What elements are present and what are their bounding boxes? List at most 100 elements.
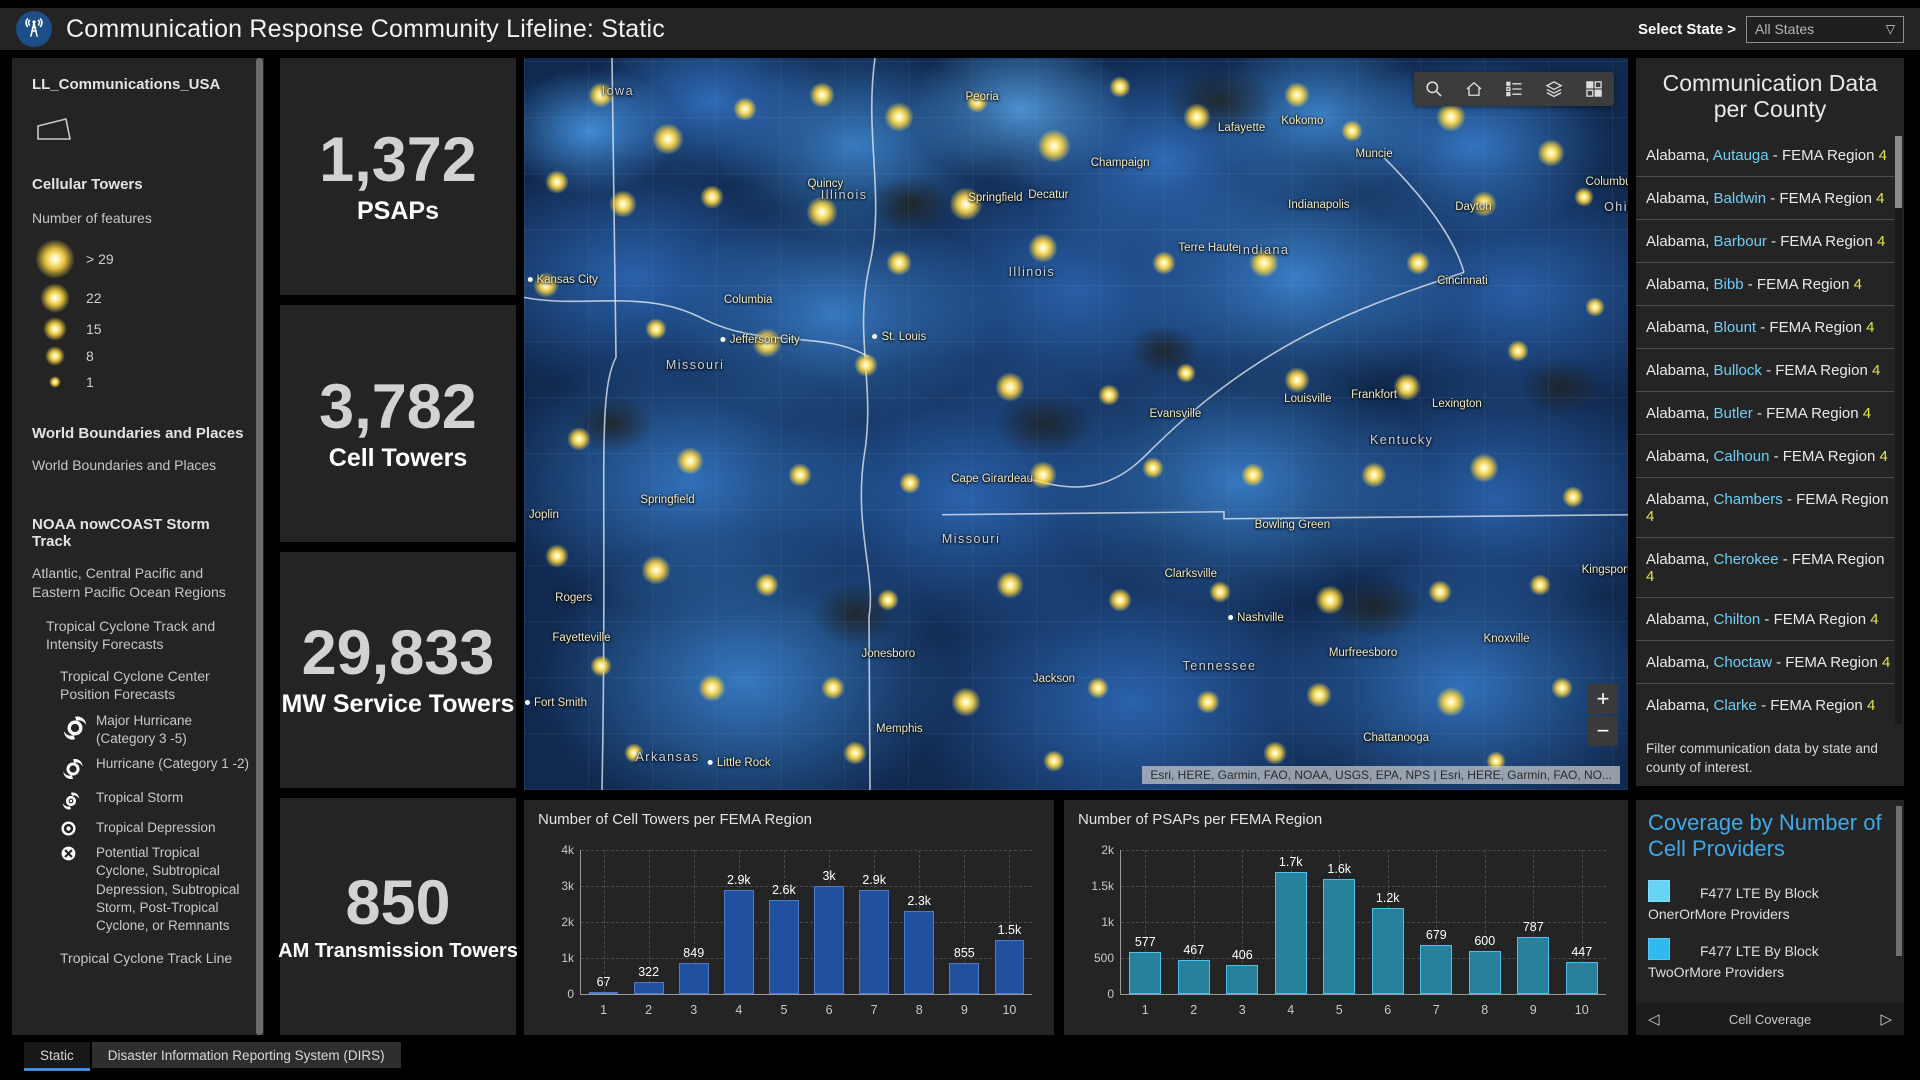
bar-value-label: 577 (1134, 935, 1156, 950)
county-state: Alabama, (1646, 362, 1714, 379)
county-row[interactable]: Alabama, Chambers - FEMA Region 4 (1636, 478, 1894, 538)
county-row[interactable]: Alabama, Clarke - FEMA Region 4 (1636, 684, 1894, 724)
map-attribution: Esri, HERE, Garmin, FAO, NOAA, USGS, EPA… (1142, 766, 1620, 784)
bar-value-label: 406 (1231, 947, 1253, 962)
county-state: Alabama, (1646, 233, 1714, 250)
bar-value-label: 1.7k (1278, 854, 1303, 869)
bar[interactable] (633, 982, 664, 994)
coverage-scrollbar[interactable] (1896, 806, 1902, 956)
bar[interactable] (723, 889, 754, 994)
home-icon[interactable] (1462, 77, 1486, 101)
county-row[interactable]: Alabama, Cherokee - FEMA Region 4 (1636, 538, 1894, 598)
state-dropdown[interactable]: All States ▽ (1746, 15, 1904, 43)
bar-slot: 1.6k (1315, 850, 1364, 994)
county-row[interactable]: Alabama, Bibb - FEMA Region 4 (1636, 263, 1894, 306)
storm-legend-row: Major Hurricane (Category 3 -5) (60, 712, 250, 748)
basemap-gallery-icon[interactable] (1582, 77, 1606, 101)
storm-legend-label: Major Hurricane (Category 3 -5) (96, 712, 193, 746)
tab-static[interactable]: Static (24, 1042, 90, 1071)
bar-value-label: 2.3k (907, 894, 932, 909)
county-row[interactable]: Alabama, Barbour - FEMA Region 4 (1636, 220, 1894, 263)
county-row[interactable]: Alabama, Calhoun - FEMA Region 4 (1636, 435, 1894, 478)
layers-icon[interactable] (1542, 77, 1566, 101)
county-row[interactable]: Alabama, Autauga - FEMA Region 4 (1636, 134, 1894, 177)
search-icon[interactable] (1422, 77, 1446, 101)
map-boundaries (524, 58, 1628, 790)
bar[interactable] (1565, 961, 1598, 994)
county-panel-title: Communication Data per County (1662, 70, 1878, 123)
county-state: Alabama, (1646, 448, 1714, 465)
zoom-in-button[interactable]: + (1588, 684, 1618, 714)
y-axis-tick-label: 0 (567, 987, 574, 1001)
county-state: Alabama, (1646, 405, 1714, 422)
bar[interactable] (769, 900, 799, 994)
graduated-symbol-row: 22 (32, 281, 250, 315)
county-row[interactable]: Alabama, Baldwin - FEMA Region 4 (1636, 177, 1894, 220)
stat-value: 29,833 (301, 618, 495, 689)
fema-region-number: 4 (1866, 697, 1876, 714)
bar[interactable] (904, 911, 935, 994)
bar[interactable] (588, 991, 619, 994)
bar[interactable] (1517, 937, 1550, 994)
header-bar: Communication Response Community Lifelin… (0, 8, 1920, 50)
county-name: Bibb (1713, 276, 1748, 293)
bar[interactable] (1468, 950, 1501, 994)
potential-cyclone-icon (60, 844, 96, 862)
county-name: Clarke (1713, 697, 1762, 714)
fema-region-number: 4 (1876, 190, 1885, 207)
legend-panel: LL_Communications_USA Cellular Towers Nu… (12, 58, 264, 1035)
bar-value-label: 679 (1425, 928, 1447, 943)
county-row[interactable]: Alabama, Bullock - FEMA Region 4 (1636, 349, 1894, 392)
tower-density-dot-icon (32, 317, 78, 342)
y-axis-tick-label: 1k (1101, 915, 1114, 929)
stat-card: 850 AM Transmission Towers (278, 798, 518, 1035)
county-row[interactable]: Alabama, Butler - FEMA Region 4 (1636, 392, 1894, 435)
county-row[interactable]: Alabama, Chilton - FEMA Region 4 (1636, 598, 1894, 641)
bar[interactable] (859, 889, 890, 994)
bar[interactable] (1177, 960, 1210, 994)
carousel-next-icon[interactable]: ▷ (1880, 1011, 1892, 1028)
bar[interactable] (1420, 945, 1453, 994)
map[interactable]: Iowa Illinois Illinois Indiana Missouri Misso… (524, 58, 1628, 790)
h-gridline (1121, 958, 1606, 959)
bar[interactable] (1371, 907, 1404, 994)
bar-value-label: 600 (1474, 933, 1496, 948)
bar[interactable] (1274, 871, 1307, 994)
tab-disaster-information-reporting-system-dirs[interactable]: Disaster Information Reporting System (D… (91, 1042, 401, 1068)
fema-region-number: 4 (1878, 147, 1887, 164)
storm-legend-label: Hurricane (Category 1 -2) (96, 755, 250, 771)
zoom-out-button[interactable]: − (1588, 716, 1618, 746)
chart-psaps-per-fema-region: Number of PSAPs per FEMA Region 2k 1.5k 1k… (1064, 800, 1628, 1035)
v-gridline (964, 850, 966, 994)
y-axis-tick-label: 4k (561, 843, 574, 857)
county-row[interactable]: Alabama, Choctaw - FEMA Region 4 (1636, 641, 1894, 684)
county-panel-footer: Filter communication data by state and c… (1646, 740, 1878, 776)
y-axis-tick-label: 1.5k (1091, 879, 1114, 893)
bar[interactable] (678, 963, 709, 994)
bar[interactable] (949, 963, 980, 994)
county-data-panel: Communication Data per County Alabama, A… (1636, 58, 1904, 786)
carousel-prev-icon[interactable]: ◁ (1648, 1011, 1660, 1028)
x-axis-tick-label: 8 (1481, 1003, 1489, 1017)
bar[interactable] (1129, 952, 1162, 994)
county-name: Blount (1713, 319, 1761, 336)
stat-label: PSAPs (357, 196, 439, 225)
bar[interactable] (994, 940, 1025, 994)
select-state-label: Select State > (1638, 20, 1736, 38)
legend-icon[interactable] (1502, 77, 1526, 101)
x-axis-tick-label: 7 (870, 1003, 878, 1017)
graduated-symbol-row: 15 (32, 315, 250, 343)
x-axis-tick-label: 6 (825, 1003, 833, 1017)
legend-cellular-towers-title: Cellular Towers (32, 176, 143, 193)
bar-slot: 2.9k (852, 850, 897, 994)
bar[interactable] (1226, 964, 1259, 994)
legend-scrollbar[interactable] (256, 58, 263, 1035)
bar[interactable] (814, 886, 844, 994)
x-axis-tick-label: 4 (1287, 1003, 1295, 1017)
bar[interactable] (1323, 878, 1356, 994)
county-list-scrollbar[interactable] (1895, 136, 1902, 724)
county-row[interactable]: Alabama, Blount - FEMA Region 4 (1636, 306, 1894, 349)
x-axis-tick-label: 10 (1002, 1003, 1017, 1017)
y-axis-tick-label: 1k (561, 951, 574, 965)
